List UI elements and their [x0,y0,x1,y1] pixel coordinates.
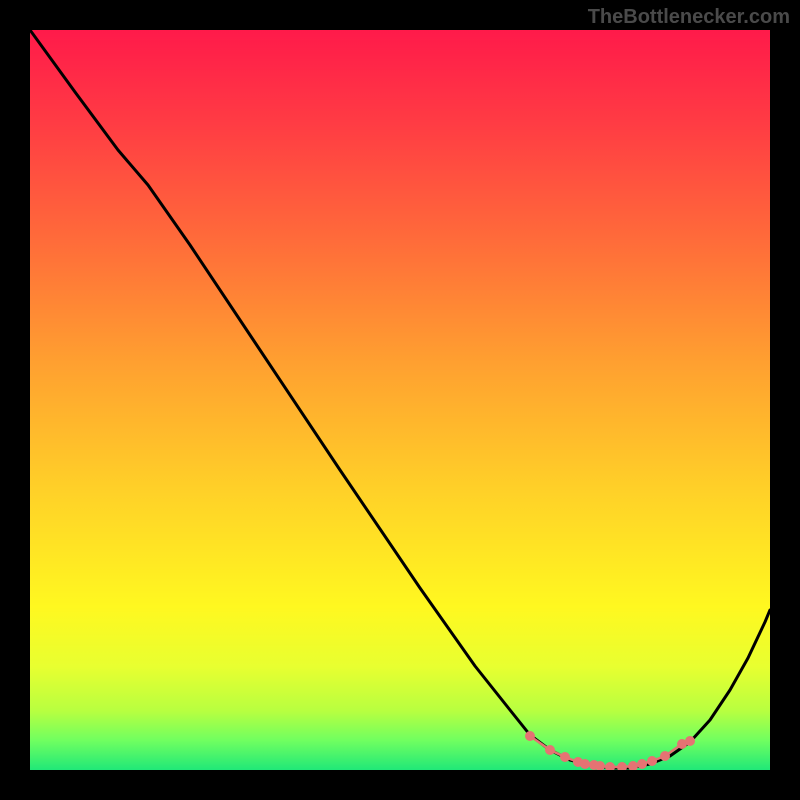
curve-layer [30,30,770,770]
marker-dot [560,752,570,762]
marker-dot [525,731,535,741]
marker-dot [685,736,695,746]
marker-dot [605,762,615,770]
marker-dot [647,756,657,766]
marker-dot [617,762,627,770]
marker-dot [628,761,638,770]
markers-group [525,731,695,770]
marker-dot [545,745,555,755]
chart-frame: TheBottlenecker.com [0,0,800,800]
marker-dot [660,751,670,761]
marker-dot [580,759,590,769]
plot-area [30,30,770,770]
marker-dot [637,759,647,769]
watermark-text: TheBottlenecker.com [588,6,790,29]
bottleneck-curve [30,30,770,768]
